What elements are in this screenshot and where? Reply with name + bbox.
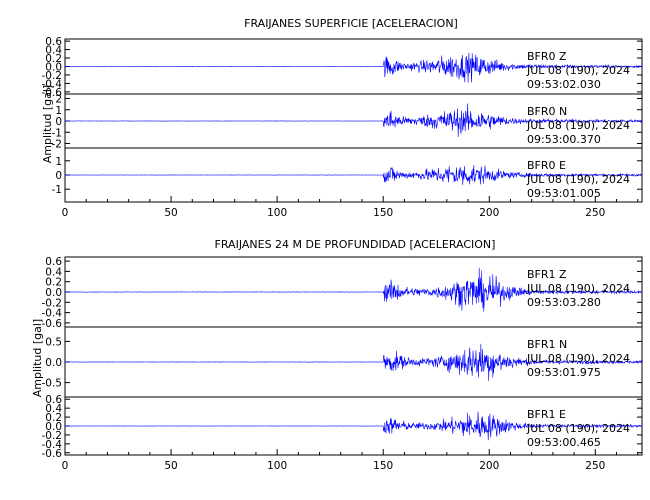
x-tick-label: 150 [373, 460, 393, 472]
y-tick-label: 0.4 [45, 45, 62, 57]
y-tick-label: -0.6 [42, 448, 63, 460]
y-tick-label: 0 [55, 116, 62, 128]
y-tick-label: 0.5 [45, 336, 62, 348]
x-axis: 0 50 100 150 200 250 [62, 449, 639, 472]
y-tick-label: -0.4 [42, 78, 63, 90]
trace-date-label: JUL 08 (190), 2024 [526, 119, 630, 132]
x-tick-label: 50 [164, 207, 177, 219]
y-tick-label: 0 [55, 170, 62, 182]
y-tick-label: -0.2 [42, 297, 63, 309]
y-tick-label: -1 [52, 184, 62, 196]
y-tick-label: 0.4 [45, 266, 62, 278]
y-tick-label: -0.4 [42, 308, 63, 320]
trace-time-label: 09:53:00.465 [527, 436, 601, 449]
y-tick-label: 0.2 [45, 53, 62, 65]
trace-station-label: BFR0 Z [527, 50, 567, 63]
y-tick-label: 0.6 [45, 394, 62, 406]
x-tick-label: 100 [267, 460, 287, 472]
chart-title-surface: FRAIJANES SUPERFICIE [ACELERACION] [244, 17, 458, 30]
x-tick-label: 50 [164, 460, 177, 472]
y-tick-label: 0.0 [45, 421, 62, 433]
trace-time-label: 09:53:03.280 [527, 296, 601, 309]
y-tick-label: 0.4 [45, 403, 62, 415]
y-tick-label: -0.6 [42, 318, 63, 330]
waveform-line [64, 165, 643, 185]
waveform-line [64, 343, 643, 381]
x-tick-label: 250 [585, 207, 605, 219]
y-tick-label: 0.6 [45, 36, 62, 48]
trace-station-label: BFR0 E [527, 159, 566, 172]
y-tick-label: 2 [55, 94, 62, 106]
y-tick-label: -0.4 [42, 439, 63, 451]
y-tick-label: 0.0 [45, 287, 62, 299]
y-tick-label: -1 [52, 127, 62, 139]
y-axis-label-surface: Amplitud [gal] [41, 85, 54, 163]
x-tick-label: 150 [373, 207, 393, 219]
trace-time-label: 09:53:01.005 [527, 187, 601, 200]
trace-station-label: BFR1 E [527, 408, 566, 421]
waveform-line [64, 103, 643, 138]
y-axis-label-depth: Amplitud [gal] [31, 319, 44, 397]
trace-date-label: JUL 08 (190), 2024 [526, 282, 630, 295]
x-tick-label: 100 [267, 207, 287, 219]
waveform-line [64, 411, 643, 441]
y-tick-label: -0.2 [42, 430, 63, 442]
waveform-line [64, 52, 643, 83]
trace-date-label: JUL 08 (190), 2024 [526, 173, 630, 186]
waveform-line [64, 267, 643, 312]
trace-station-label: BFR1 Z [527, 268, 567, 281]
x-tick-label: 0 [62, 207, 69, 219]
trace-date-label: JUL 08 (190), 2024 [526, 422, 630, 435]
y-tick-label: 0.0 [45, 62, 62, 74]
y-tick-label: -0.2 [42, 70, 63, 82]
y-tick-label: 0.2 [45, 412, 62, 424]
y-tick-label: -0.5 [42, 378, 63, 390]
y-tick-label: -0.6 [42, 87, 63, 99]
y-tick-label: 1 [55, 156, 62, 168]
chart-title-depth: FRAIJANES 24 M DE PROFUNDIDAD [ACELERACI… [215, 238, 496, 251]
x-tick-label: 200 [479, 207, 499, 219]
trace-time-label: 09:53:00.370 [527, 133, 601, 146]
y-tick-label: -2 [52, 139, 62, 151]
trace-time-label: 09:53:01.975 [527, 366, 601, 379]
trace-station-label: BFR1 N [527, 338, 567, 351]
trace-date-label: JUL 08 (190), 2024 [526, 64, 630, 77]
trace-time-label: 09:53:02.030 [527, 78, 601, 91]
x-tick-label: 0 [62, 460, 69, 472]
y-tick-label: 0.0 [45, 357, 62, 369]
y-tick-label: 0.2 [45, 277, 62, 289]
x-tick-label: 200 [479, 460, 499, 472]
y-tick-label: 0.6 [45, 256, 62, 268]
x-axis: 0 50 100 150 200 250 [62, 196, 639, 219]
y-tick-label: 1 [55, 105, 62, 117]
x-tick-label: 250 [585, 460, 605, 472]
trace-date-label: JUL 08 (190), 2024 [526, 352, 630, 365]
trace-station-label: BFR0 N [527, 105, 567, 118]
